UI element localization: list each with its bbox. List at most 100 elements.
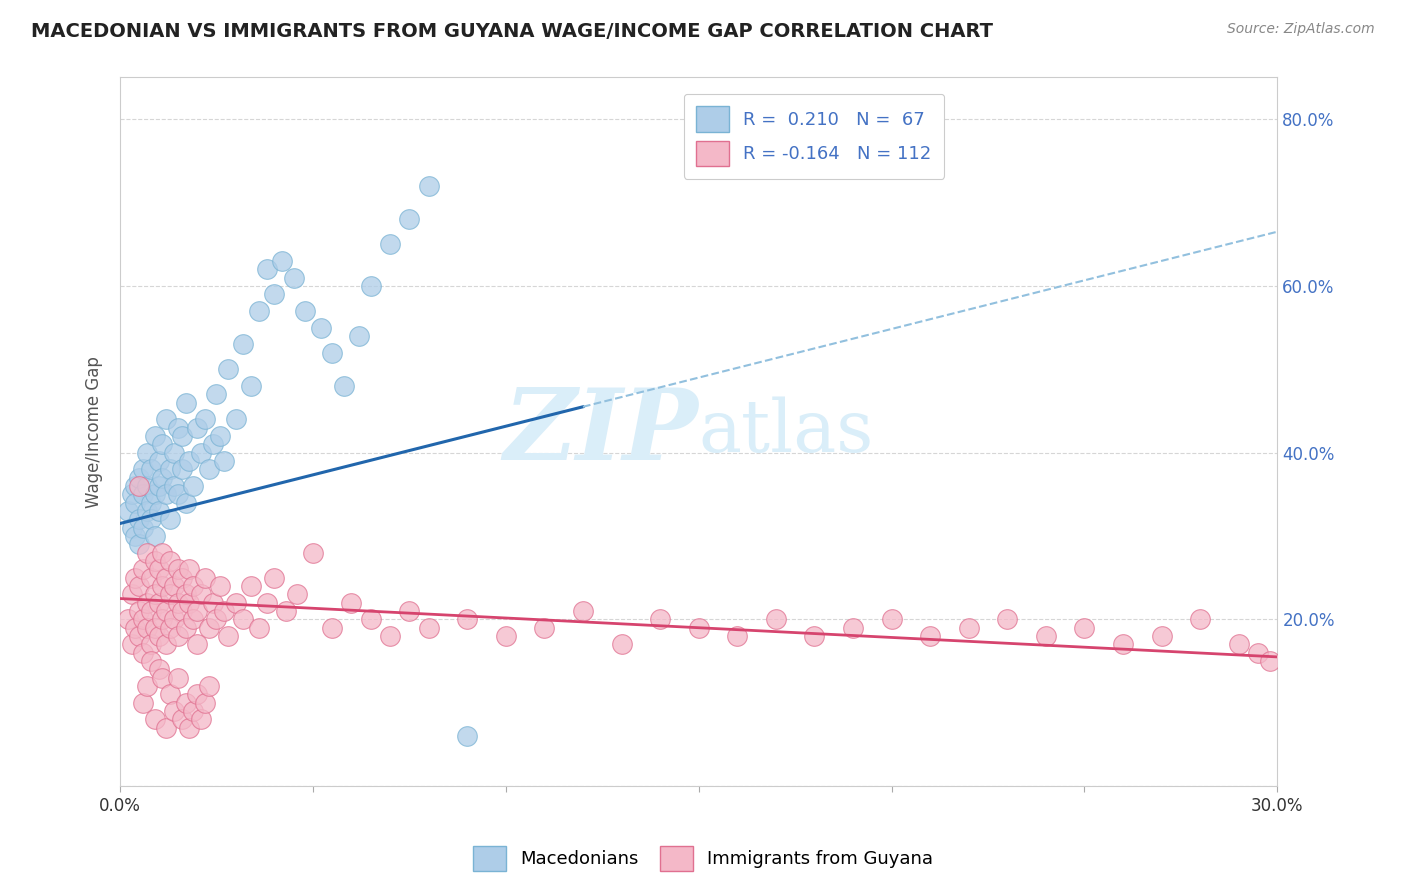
Point xyxy=(128,470,150,484)
Point xyxy=(132,462,155,476)
Point xyxy=(209,579,232,593)
Point xyxy=(139,462,162,476)
Point xyxy=(163,704,186,718)
Point xyxy=(179,596,201,610)
Point xyxy=(170,462,193,476)
Point xyxy=(128,512,150,526)
Point xyxy=(495,629,517,643)
Point xyxy=(166,671,188,685)
Point xyxy=(398,212,420,227)
Point xyxy=(209,429,232,443)
Point xyxy=(148,454,170,468)
Point xyxy=(302,546,325,560)
Point xyxy=(725,629,748,643)
Point xyxy=(139,637,162,651)
Text: ZIP: ZIP xyxy=(503,384,699,480)
Point xyxy=(294,304,316,318)
Point xyxy=(124,529,146,543)
Point xyxy=(190,445,212,459)
Point xyxy=(418,621,440,635)
Point xyxy=(456,729,478,743)
Point xyxy=(957,621,980,635)
Point xyxy=(256,262,278,277)
Point xyxy=(533,621,555,635)
Point xyxy=(194,412,217,426)
Point xyxy=(136,546,159,560)
Point xyxy=(197,462,219,476)
Point xyxy=(247,621,270,635)
Point xyxy=(232,337,254,351)
Point xyxy=(309,320,332,334)
Point xyxy=(148,479,170,493)
Point xyxy=(197,621,219,635)
Legend: Macedonians, Immigrants from Guyana: Macedonians, Immigrants from Guyana xyxy=(465,838,941,879)
Point xyxy=(155,637,177,651)
Point xyxy=(360,612,382,626)
Point xyxy=(166,487,188,501)
Point xyxy=(181,579,204,593)
Point xyxy=(398,604,420,618)
Point xyxy=(225,596,247,610)
Point xyxy=(139,571,162,585)
Text: atlas: atlas xyxy=(699,397,875,467)
Point xyxy=(121,487,143,501)
Point xyxy=(1247,646,1270,660)
Point xyxy=(181,704,204,718)
Point xyxy=(232,612,254,626)
Point xyxy=(159,587,181,601)
Point xyxy=(159,688,181,702)
Point xyxy=(205,612,228,626)
Point xyxy=(159,462,181,476)
Point xyxy=(166,562,188,576)
Point xyxy=(179,721,201,735)
Point xyxy=(152,612,174,626)
Point xyxy=(121,587,143,601)
Point xyxy=(920,629,942,643)
Point xyxy=(842,621,865,635)
Point xyxy=(132,521,155,535)
Point xyxy=(143,621,166,635)
Point xyxy=(117,504,139,518)
Point xyxy=(880,612,903,626)
Point xyxy=(321,621,343,635)
Legend: R =  0.210   N =  67, R = -0.164   N = 112: R = 0.210 N = 67, R = -0.164 N = 112 xyxy=(683,94,945,179)
Point xyxy=(148,596,170,610)
Point xyxy=(155,721,177,735)
Text: MACEDONIAN VS IMMIGRANTS FROM GUYANA WAGE/INCOME GAP CORRELATION CHART: MACEDONIAN VS IMMIGRANTS FROM GUYANA WAG… xyxy=(31,22,993,41)
Point xyxy=(124,571,146,585)
Point xyxy=(152,671,174,685)
Point xyxy=(240,379,263,393)
Point xyxy=(128,604,150,618)
Point xyxy=(152,470,174,484)
Point xyxy=(174,587,197,601)
Point xyxy=(143,587,166,601)
Point xyxy=(124,479,146,493)
Point xyxy=(163,445,186,459)
Point xyxy=(648,612,671,626)
Point xyxy=(274,604,297,618)
Point xyxy=(128,537,150,551)
Point xyxy=(1112,637,1135,651)
Point xyxy=(170,604,193,618)
Point xyxy=(117,612,139,626)
Point xyxy=(1258,654,1281,668)
Point xyxy=(456,612,478,626)
Point xyxy=(155,412,177,426)
Point xyxy=(1035,629,1057,643)
Point xyxy=(132,612,155,626)
Point xyxy=(263,287,285,301)
Point xyxy=(360,278,382,293)
Point xyxy=(166,420,188,434)
Point xyxy=(271,253,294,268)
Point xyxy=(347,329,370,343)
Point xyxy=(179,562,201,576)
Point xyxy=(132,487,155,501)
Point xyxy=(186,637,208,651)
Point xyxy=(240,579,263,593)
Point xyxy=(136,504,159,518)
Point xyxy=(155,487,177,501)
Point xyxy=(688,621,710,635)
Point xyxy=(170,571,193,585)
Point xyxy=(143,554,166,568)
Point xyxy=(152,546,174,560)
